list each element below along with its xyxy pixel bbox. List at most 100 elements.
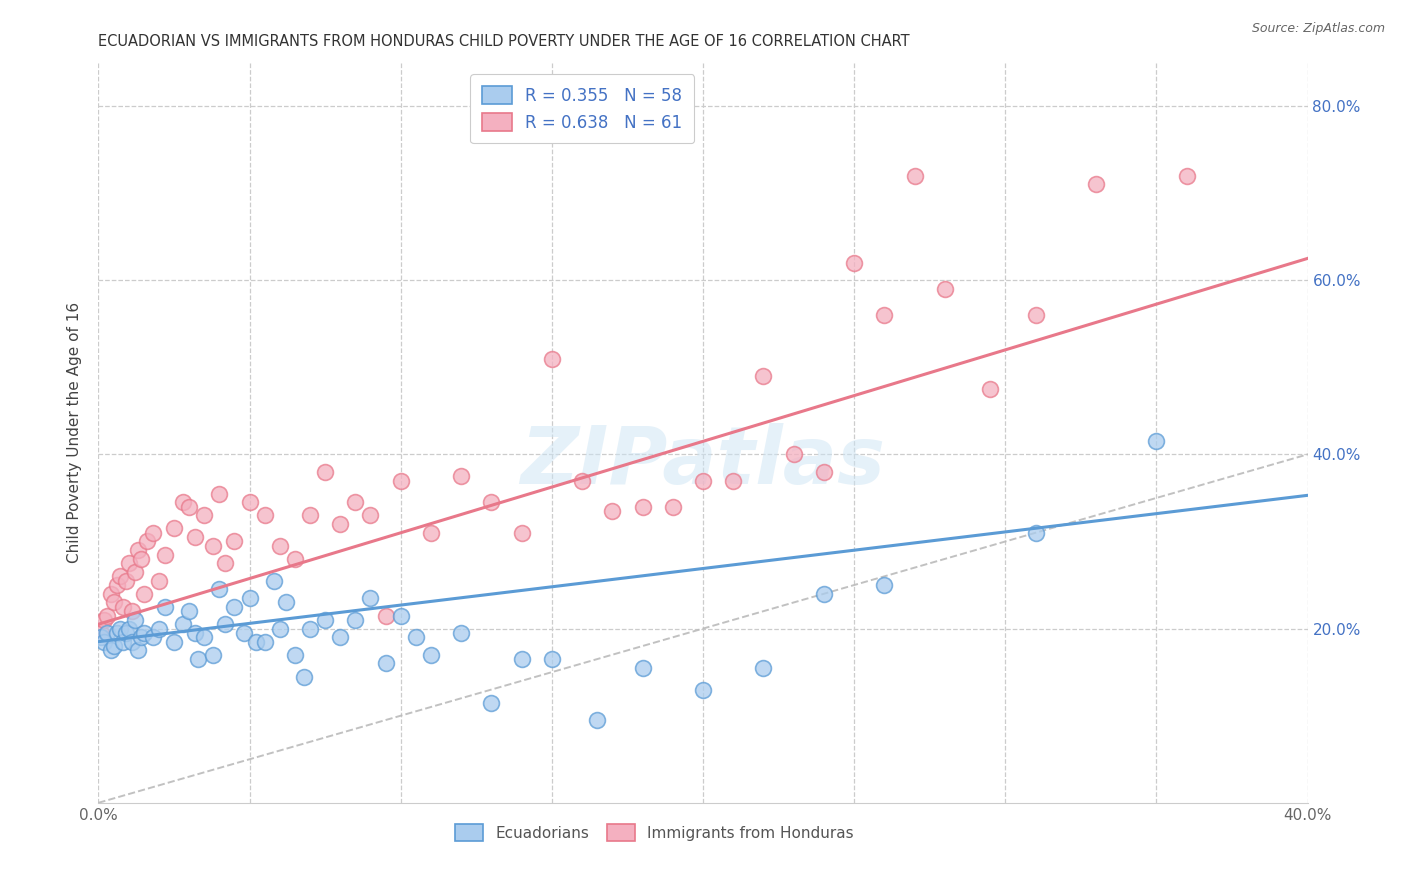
Point	[124, 613, 146, 627]
Point	[142, 525, 165, 540]
Point	[208, 582, 231, 597]
Point	[179, 500, 201, 514]
Point	[510, 525, 533, 540]
Point	[108, 622, 131, 636]
Point	[121, 604, 143, 618]
Point	[540, 652, 562, 666]
Point	[450, 626, 472, 640]
Text: ZIPatlas: ZIPatlas	[520, 423, 886, 501]
Point	[105, 626, 128, 640]
Point	[752, 369, 775, 384]
Point	[239, 591, 262, 606]
Point	[813, 587, 835, 601]
Point	[783, 447, 806, 461]
Point	[163, 521, 186, 535]
Point	[374, 608, 396, 623]
Point	[132, 626, 155, 640]
Point	[253, 508, 276, 523]
Point	[586, 713, 609, 727]
Point	[132, 587, 155, 601]
Point	[239, 495, 262, 509]
Point	[723, 474, 745, 488]
Point	[163, 634, 186, 648]
Point	[571, 474, 593, 488]
Point	[208, 486, 231, 500]
Point	[187, 652, 209, 666]
Point	[540, 351, 562, 366]
Point	[172, 617, 194, 632]
Point	[148, 574, 170, 588]
Point	[420, 525, 443, 540]
Point	[813, 465, 835, 479]
Point	[96, 608, 118, 623]
Point	[1024, 308, 1046, 322]
Point	[360, 508, 382, 523]
Point	[299, 622, 322, 636]
Point	[179, 604, 201, 618]
Point	[253, 634, 276, 648]
Point	[360, 591, 382, 606]
Point	[214, 617, 236, 632]
Point	[245, 634, 267, 648]
Point	[329, 630, 352, 644]
Point	[1175, 169, 1198, 183]
Point	[118, 556, 141, 570]
Point	[292, 669, 315, 683]
Point	[232, 626, 254, 640]
Point	[344, 495, 367, 509]
Point	[224, 599, 246, 614]
Point	[100, 643, 122, 657]
Point	[172, 495, 194, 509]
Legend: Ecuadorians, Immigrants from Honduras: Ecuadorians, Immigrants from Honduras	[450, 818, 860, 847]
Point	[111, 634, 134, 648]
Point	[129, 630, 152, 644]
Point	[481, 495, 503, 509]
Point	[934, 282, 956, 296]
Point	[93, 613, 115, 627]
Point	[214, 556, 236, 570]
Point	[873, 578, 896, 592]
Point	[103, 639, 125, 653]
Y-axis label: Child Poverty Under the Age of 16: Child Poverty Under the Age of 16	[67, 302, 83, 563]
Point	[148, 622, 170, 636]
Point	[274, 595, 297, 609]
Point	[142, 630, 165, 644]
Point	[105, 578, 128, 592]
Point	[329, 517, 352, 532]
Point	[314, 613, 336, 627]
Point	[135, 534, 157, 549]
Point	[114, 626, 136, 640]
Point	[202, 539, 225, 553]
Point	[127, 643, 149, 657]
Point	[344, 613, 367, 627]
Point	[103, 595, 125, 609]
Point	[389, 608, 412, 623]
Point	[193, 508, 215, 523]
Point	[90, 630, 112, 644]
Point	[1144, 434, 1167, 449]
Point	[284, 648, 307, 662]
Point	[184, 530, 207, 544]
Point	[873, 308, 896, 322]
Point	[602, 504, 624, 518]
Point	[405, 630, 427, 644]
Point	[631, 661, 654, 675]
Point	[904, 169, 927, 183]
Point	[979, 382, 1001, 396]
Point	[299, 508, 322, 523]
Point	[269, 622, 291, 636]
Point	[96, 626, 118, 640]
Point	[510, 652, 533, 666]
Point	[269, 539, 291, 553]
Point	[481, 696, 503, 710]
Point	[389, 474, 412, 488]
Point	[284, 552, 307, 566]
Point	[202, 648, 225, 662]
Point	[184, 626, 207, 640]
Point	[631, 500, 654, 514]
Point	[752, 661, 775, 675]
Point	[314, 465, 336, 479]
Text: ECUADORIAN VS IMMIGRANTS FROM HONDURAS CHILD POVERTY UNDER THE AGE OF 16 CORRELA: ECUADORIAN VS IMMIGRANTS FROM HONDURAS C…	[98, 34, 910, 49]
Point	[93, 634, 115, 648]
Point	[450, 469, 472, 483]
